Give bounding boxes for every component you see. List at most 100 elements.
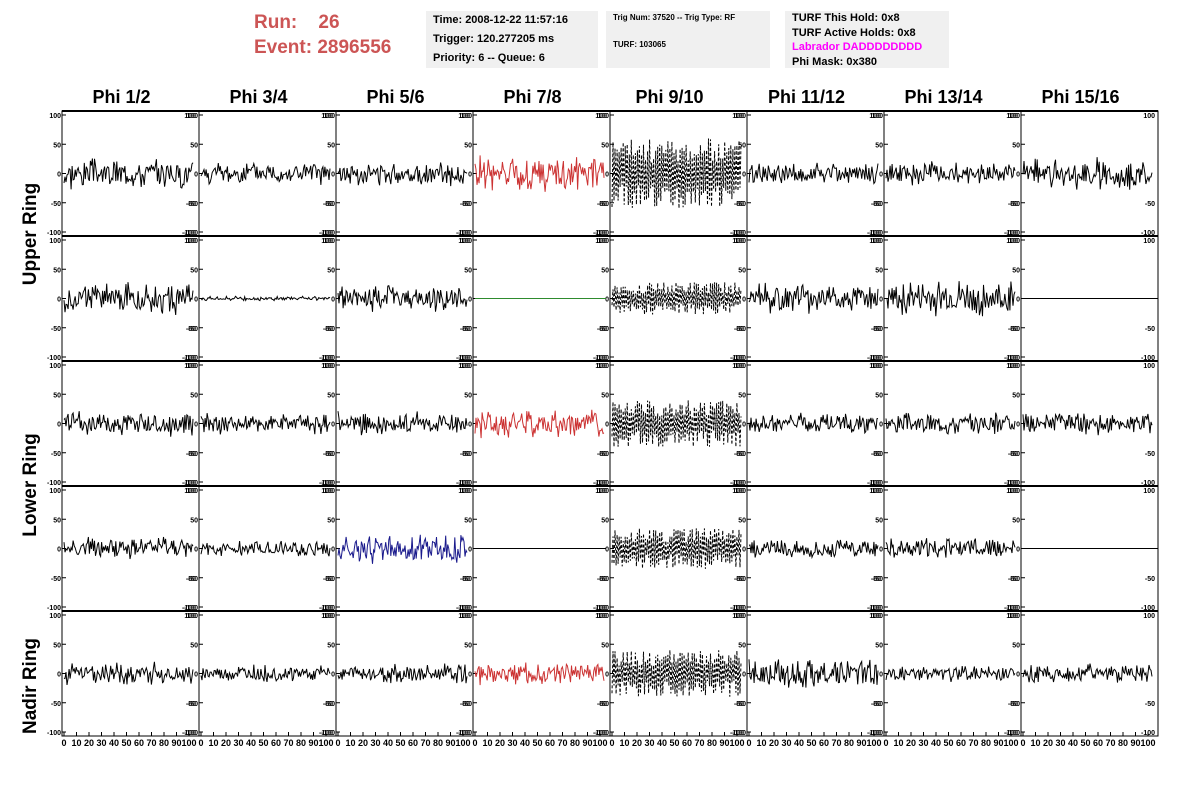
panel-frame (198, 110, 337, 237)
y-tick-label: 0 (1016, 297, 1020, 304)
x-tick-label: 30 (1055, 738, 1065, 748)
x-tick-label: 70 (420, 738, 430, 748)
y-tick-label: 0 (57, 672, 61, 679)
y-tick-label: 50 (190, 642, 198, 649)
y-tick-label-right: -100 (319, 355, 333, 362)
y-tick-label-right: -100 (593, 480, 607, 487)
y-tick-label: 0 (331, 297, 335, 304)
waveform-trace-2-2 (337, 411, 468, 436)
panel-frame (61, 485, 200, 612)
y-tick-label: 100 (49, 238, 61, 245)
x-tick-label: 10 (619, 738, 629, 748)
y-tick-label: 100 (734, 113, 746, 120)
y-tick-label: 0 (605, 547, 609, 554)
y-tick-label-right: -100 (1141, 480, 1155, 487)
x-tick-label: 0 (198, 738, 203, 748)
y-tick-label: -50 (188, 576, 198, 583)
y-tick-label: -50 (1010, 576, 1020, 583)
y-tick-label: -50 (188, 451, 198, 458)
y-tick-label: -100 (321, 230, 335, 237)
x-tick-label: 90 (308, 738, 318, 748)
x-tick-label: 80 (433, 738, 443, 748)
y-tick-label: 0 (1016, 547, 1020, 554)
y-tick-label: -100 (732, 730, 746, 737)
y-tick-label-right: -100 (593, 230, 607, 237)
y-tick-label-right: 100 (869, 238, 881, 245)
y-tick-label-right: 100 (1143, 113, 1155, 120)
waveform-trace-3-1 (200, 540, 331, 557)
y-tick-label: 0 (605, 172, 609, 179)
y-tick-label: -50 (325, 701, 335, 708)
y-tick-label-right: 100 (595, 113, 607, 120)
panel-frame (1020, 110, 1159, 237)
y-tick-label-right: -100 (867, 230, 881, 237)
y-tick-label: -50 (188, 701, 198, 708)
y-tick-label-right: 100 (458, 238, 470, 245)
waveform-trace-4-2 (337, 663, 468, 684)
y-tick-label-right: 100 (595, 613, 607, 620)
y-tick-label: -100 (321, 605, 335, 612)
y-tick-label: 100 (734, 488, 746, 495)
x-tick-label: 30 (370, 738, 380, 748)
y-tick-label: 0 (879, 297, 883, 304)
x-tick-label: 100 (1140, 738, 1155, 748)
y-tick-label-right: -50 (871, 451, 881, 458)
y-tick-label: 50 (738, 642, 746, 649)
column-header-phi-9-10: Phi 9/10 (635, 87, 704, 107)
y-tick-label: 50 (1012, 142, 1020, 149)
x-tick-label: 100 (866, 738, 881, 748)
waveform-trace-0-3 (474, 155, 605, 192)
y-tick-label: -50 (462, 326, 472, 333)
y-tick-label: 100 (597, 113, 609, 120)
y-tick-label-right: -100 (1004, 355, 1018, 362)
y-tick-label: 0 (742, 547, 746, 554)
y-tick-label: -50 (873, 576, 883, 583)
waveform-trace-2-3 (474, 409, 605, 439)
y-tick-label-right: -100 (319, 480, 333, 487)
y-tick-label-right: -50 (186, 326, 196, 333)
y-tick-label: -100 (869, 605, 883, 612)
y-tick-label-right: -50 (323, 326, 333, 333)
y-tick-label-right: 100 (321, 238, 333, 245)
y-tick-label: 100 (186, 488, 198, 495)
x-tick-label: 0 (472, 738, 477, 748)
y-tick-label: 0 (194, 672, 198, 679)
y-tick-label: 100 (186, 238, 198, 245)
y-tick-label: 50 (1012, 642, 1020, 649)
y-tick-label: -50 (51, 201, 61, 208)
y-tick-label: 50 (1012, 517, 1020, 524)
waveform-trace-3-4 (611, 528, 742, 569)
y-tick-label-right: -50 (871, 201, 881, 208)
waveform-trace-3-0 (63, 536, 194, 560)
y-tick-label-right: 100 (1143, 363, 1155, 370)
x-tick-label: 50 (121, 738, 131, 748)
y-tick-label: -50 (462, 576, 472, 583)
x-tick-label: 30 (918, 738, 928, 748)
y-tick-label-right: -100 (867, 355, 881, 362)
y-tick-label: 100 (186, 613, 198, 620)
x-tick-label: 30 (507, 738, 517, 748)
x-tick-label: 20 (769, 738, 779, 748)
y-tick-label-right: -50 (323, 576, 333, 583)
y-tick-label: 0 (194, 547, 198, 554)
x-tick-label: 90 (445, 738, 455, 748)
y-tick-label: 50 (464, 142, 472, 149)
y-tick-label: 0 (468, 297, 472, 304)
turf-info-box: TURF This Hold: 0x8 TURF Active Holds: 0… (785, 11, 949, 68)
x-tick-label: 60 (545, 738, 555, 748)
y-tick-label: -50 (51, 326, 61, 333)
x-tick-label: 70 (283, 738, 293, 748)
waveform-trace-4-1 (200, 664, 331, 682)
x-tick-label: 80 (159, 738, 169, 748)
y-tick-label-right: -50 (186, 701, 196, 708)
y-tick-label: 50 (327, 267, 335, 274)
waveform-trace-0-6 (885, 161, 1016, 186)
y-tick-label: 100 (323, 113, 335, 120)
y-tick-label: 0 (57, 422, 61, 429)
y-tick-label: 50 (53, 142, 61, 149)
y-tick-label-right: 100 (595, 488, 607, 495)
waveform-trace-4-0 (63, 661, 194, 685)
y-tick-label-right: -100 (730, 230, 744, 237)
waveform-trace-0-5 (748, 162, 879, 185)
